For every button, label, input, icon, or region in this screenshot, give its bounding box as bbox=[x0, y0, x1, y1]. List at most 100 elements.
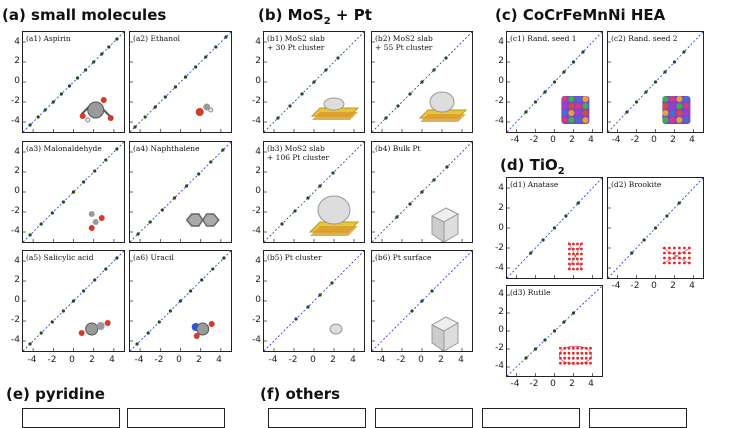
plot-b2 bbox=[372, 32, 472, 132]
data-point bbox=[672, 60, 677, 64]
section-title-tio2: (d) TiO2 bbox=[500, 158, 565, 177]
data-point bbox=[153, 105, 157, 109]
data-point bbox=[146, 331, 150, 335]
x-tick-label: -4 bbox=[134, 355, 144, 365]
data-point bbox=[143, 115, 147, 119]
ethanol-molecule-icon bbox=[195, 103, 214, 116]
panel-label: (b1) MoS2 slab + 30 Pt cluster bbox=[267, 34, 325, 53]
data-point bbox=[104, 158, 108, 162]
data-point bbox=[330, 281, 334, 285]
data-point bbox=[294, 317, 298, 321]
data-point bbox=[562, 320, 566, 324]
data-point bbox=[293, 209, 297, 213]
y-tick-label: 4 bbox=[14, 256, 20, 266]
y-tick-label: 4 bbox=[14, 147, 20, 157]
hea-seed1-structure-icon bbox=[561, 96, 590, 124]
data-point bbox=[576, 201, 580, 205]
y-tick-label: 0 bbox=[14, 186, 20, 196]
panel-b4-bulk-pt: (b4) Bulk Pt bbox=[371, 141, 473, 243]
data-point bbox=[318, 293, 322, 297]
data-point bbox=[642, 238, 646, 242]
naphthalene-molecule-icon bbox=[185, 213, 220, 227]
plot-a1 bbox=[23, 32, 124, 132]
data-point bbox=[630, 251, 634, 255]
y-tick-label: -4 bbox=[11, 116, 20, 126]
data-point bbox=[288, 104, 292, 108]
x-tick-label: -4 bbox=[376, 355, 386, 365]
data-point bbox=[75, 76, 80, 80]
data-point bbox=[168, 309, 172, 313]
y-tick-label: 0 bbox=[255, 76, 261, 86]
x-tick-label: -4 bbox=[611, 281, 621, 291]
data-point bbox=[524, 356, 528, 360]
panel-b3-mos2-pt106: (b3) MoS2 slab + 106 Pt cluster bbox=[263, 141, 365, 243]
section-title-others: (f) others bbox=[260, 385, 341, 403]
data-point bbox=[224, 35, 228, 39]
data-point bbox=[82, 289, 86, 293]
y-tick-label: 0 bbox=[14, 76, 20, 86]
plot-b6 bbox=[372, 251, 472, 351]
x-tick-label: 0 bbox=[550, 379, 556, 389]
panel-c1-rand-seed-1: (c1) Rand. seed 1 bbox=[506, 31, 603, 133]
data-point bbox=[634, 100, 639, 104]
data-point bbox=[653, 80, 658, 84]
y-tick-label: -2 bbox=[252, 206, 261, 216]
mos2-pt55-structure-icon bbox=[418, 91, 468, 122]
data-point bbox=[276, 116, 280, 120]
parity-diagonal-line bbox=[372, 142, 472, 242]
x-tick-label: 0 bbox=[550, 135, 556, 145]
plot-d1 bbox=[507, 178, 602, 278]
y-tick-label: -2 bbox=[11, 315, 20, 325]
data-point bbox=[625, 110, 629, 114]
y-tick-label: 0 bbox=[498, 223, 504, 233]
data-point bbox=[410, 309, 414, 313]
panel-label: (b4) Bulk Pt bbox=[375, 144, 421, 153]
panel-label: (d3) Rutile bbox=[510, 288, 551, 297]
plot-a2 bbox=[130, 32, 231, 132]
data-point bbox=[163, 95, 167, 99]
data-point bbox=[28, 233, 32, 237]
data-point bbox=[39, 222, 43, 226]
data-point bbox=[61, 200, 65, 204]
y-tick-label: -2 bbox=[495, 243, 504, 253]
data-point bbox=[644, 90, 648, 94]
panel-f4 bbox=[589, 408, 687, 428]
parity-diagonal-line bbox=[264, 32, 364, 132]
x-tick-label: 2 bbox=[196, 355, 202, 365]
data-point bbox=[115, 37, 119, 41]
data-point bbox=[36, 115, 40, 119]
panel-a5-salicylic-acid: (a5) Salicylic acid bbox=[22, 250, 125, 352]
y-tick-label: 2 bbox=[14, 275, 20, 285]
plot-d2 bbox=[608, 178, 703, 278]
salicylic-acid-molecule-icon bbox=[78, 320, 111, 336]
y-tick-label: -2 bbox=[495, 96, 504, 106]
y-tick-label: 4 bbox=[255, 37, 261, 47]
x-tick-label: -2 bbox=[529, 135, 539, 145]
data-point bbox=[136, 232, 140, 236]
data-point bbox=[43, 108, 47, 112]
malonaldehyde-molecule-icon bbox=[88, 211, 105, 231]
section-title-hea: (c) CoCrFeMnNi HEA bbox=[495, 6, 666, 24]
x-tick-label: 4 bbox=[109, 355, 115, 365]
data-point bbox=[172, 196, 177, 200]
panel-label: (a1) Aspirin bbox=[26, 34, 71, 43]
x-tick-label: -4 bbox=[510, 135, 520, 145]
x-tick-label: -2 bbox=[288, 355, 298, 365]
data-point bbox=[222, 256, 226, 260]
x-tick-label: 2 bbox=[569, 135, 575, 145]
data-point bbox=[445, 165, 449, 169]
data-point bbox=[93, 278, 97, 282]
panel-b6-pt-surface: (b6) Pt surface bbox=[371, 250, 473, 352]
y-tick-label: 2 bbox=[498, 203, 504, 213]
data-point bbox=[115, 256, 119, 260]
data-point bbox=[178, 299, 183, 303]
panel-e2-pyridine bbox=[127, 408, 225, 428]
y-tick-label: 2 bbox=[255, 56, 261, 66]
x-tick-label: 0 bbox=[69, 355, 75, 365]
y-tick-label: -4 bbox=[495, 361, 504, 371]
data-point bbox=[552, 80, 557, 84]
data-point bbox=[92, 60, 96, 64]
data-point bbox=[189, 289, 193, 293]
data-point bbox=[552, 226, 557, 230]
y-tick-label: -4 bbox=[252, 116, 261, 126]
